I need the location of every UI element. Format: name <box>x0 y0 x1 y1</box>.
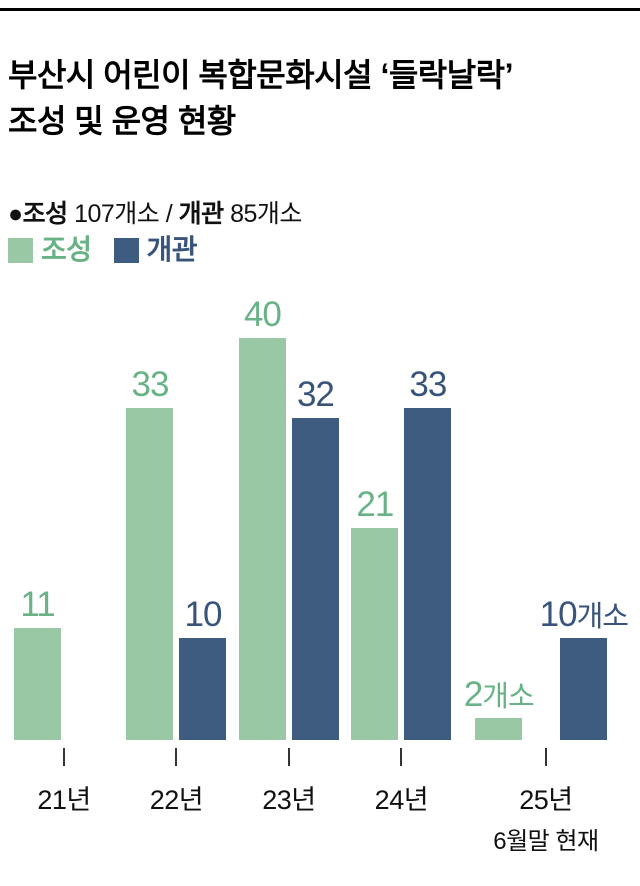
x-axis-note: 6월말 현재 <box>493 828 599 855</box>
x-axis-tick <box>175 748 178 766</box>
bar-pair: 40 32 <box>238 280 339 740</box>
bar-joseong-25년 <box>475 718 523 740</box>
bar-slot-joseong: 33 <box>126 365 174 740</box>
x-axis-label: 23년 <box>262 785 316 815</box>
bar-value-number: 2 <box>463 675 483 714</box>
top-rule <box>0 8 640 11</box>
bar-joseong-21년 <box>14 628 61 740</box>
bar-value-label: 40 <box>243 295 282 334</box>
bar-value-number: 10 <box>539 595 578 634</box>
x-axis-tick <box>544 748 547 766</box>
legend: 조성 개관 <box>8 234 198 265</box>
bar-joseong-24년 <box>351 528 399 740</box>
x-axis-label: 25년 <box>519 785 573 815</box>
summary-built-value: 107개소 / <box>67 200 179 228</box>
bar-slot-gaegwan: 33 <box>404 365 452 740</box>
bar-value-label: 33 <box>131 365 169 404</box>
legend-label-joseong: 조성 <box>41 234 92 265</box>
bar-slot-gaegwan: 10개소 <box>539 595 629 740</box>
x-axis-label: 22년 <box>149 785 204 815</box>
bar-slot-gaegwan <box>67 734 114 740</box>
summary-opened-value: 85개소 <box>223 200 302 228</box>
chart-group-25년: 2개소 10개소 25년 6월말 현재 <box>463 280 629 856</box>
x-axis-label: 21년 <box>37 785 91 815</box>
bar-slot-gaegwan: 10 <box>179 595 227 740</box>
bar-value-label: 10개소 <box>539 595 629 634</box>
bar-pair: 11 <box>14 280 114 740</box>
summary-opened-label: 개관 <box>178 200 225 228</box>
bar-slot-joseong: 11 <box>14 587 61 740</box>
bar-value-label: 10 <box>184 595 222 634</box>
bar-slot-gaegwan: 32 <box>291 375 339 740</box>
x-axis-tick <box>400 748 403 766</box>
bar-value-label: 11 <box>20 585 55 624</box>
bar-gaegwan-24년 <box>404 408 452 740</box>
bar-value-label: 32 <box>296 375 335 414</box>
chart-group-21년: 11 21년 <box>14 280 114 856</box>
bar-pair: 33 10 <box>126 280 227 740</box>
bar-gaegwan-25년 <box>560 638 608 740</box>
summary-built-label: 조성 <box>22 200 69 228</box>
bar-value-suffix: 개소 <box>576 601 629 633</box>
bar-value-label: 21 <box>356 485 394 524</box>
chart-group-24년: 21 33 24년 <box>351 280 452 856</box>
x-axis-label: 24년 <box>374 785 429 815</box>
bar-pair: 2개소 10개소 <box>463 280 629 740</box>
page-title: 부산시 어린이 복합문화시설 ‘들락날락’ 조성 및 운영 현황 <box>8 52 514 145</box>
legend-swatch-gaegwan <box>113 237 139 263</box>
legend-label-gaegwan: 개관 <box>146 234 198 265</box>
bar-slot-joseong: 21 <box>351 485 399 740</box>
bar-pair: 21 33 <box>351 280 452 740</box>
bullet-icon: ● <box>8 200 23 228</box>
legend-swatch-joseong <box>8 237 33 263</box>
bar-slot-joseong: 40 <box>238 295 286 740</box>
title-line-1: 부산시 어린이 복합문화시설 ‘들락날락’ <box>8 57 514 93</box>
bar-gaegwan-22년 <box>179 638 227 740</box>
chart-group-23년: 40 32 23년 <box>238 280 339 856</box>
summary-line: ●조성 107개소 / 개관 85개소 <box>8 194 302 230</box>
bar-value-suffix: 개소 <box>482 681 534 713</box>
title-line-2: 조성 및 운영 현황 <box>8 103 236 140</box>
chart: 11 21년 33 10 22년 40 32 23년 21 33 24년 2개소 10개소 25년 6월말 … <box>14 280 629 856</box>
x-axis-tick <box>63 748 65 766</box>
bar-value-label: 2개소 <box>463 675 535 714</box>
bar-gaegwan-23년 <box>291 418 339 740</box>
bar-joseong-22년 <box>126 408 174 740</box>
x-axis-tick <box>287 748 290 766</box>
bar-joseong-23년 <box>238 338 286 740</box>
bar-value-label: 33 <box>409 365 447 404</box>
bar-slot-joseong: 2개소 <box>463 675 535 740</box>
chart-group-22년: 33 10 22년 <box>126 280 227 856</box>
